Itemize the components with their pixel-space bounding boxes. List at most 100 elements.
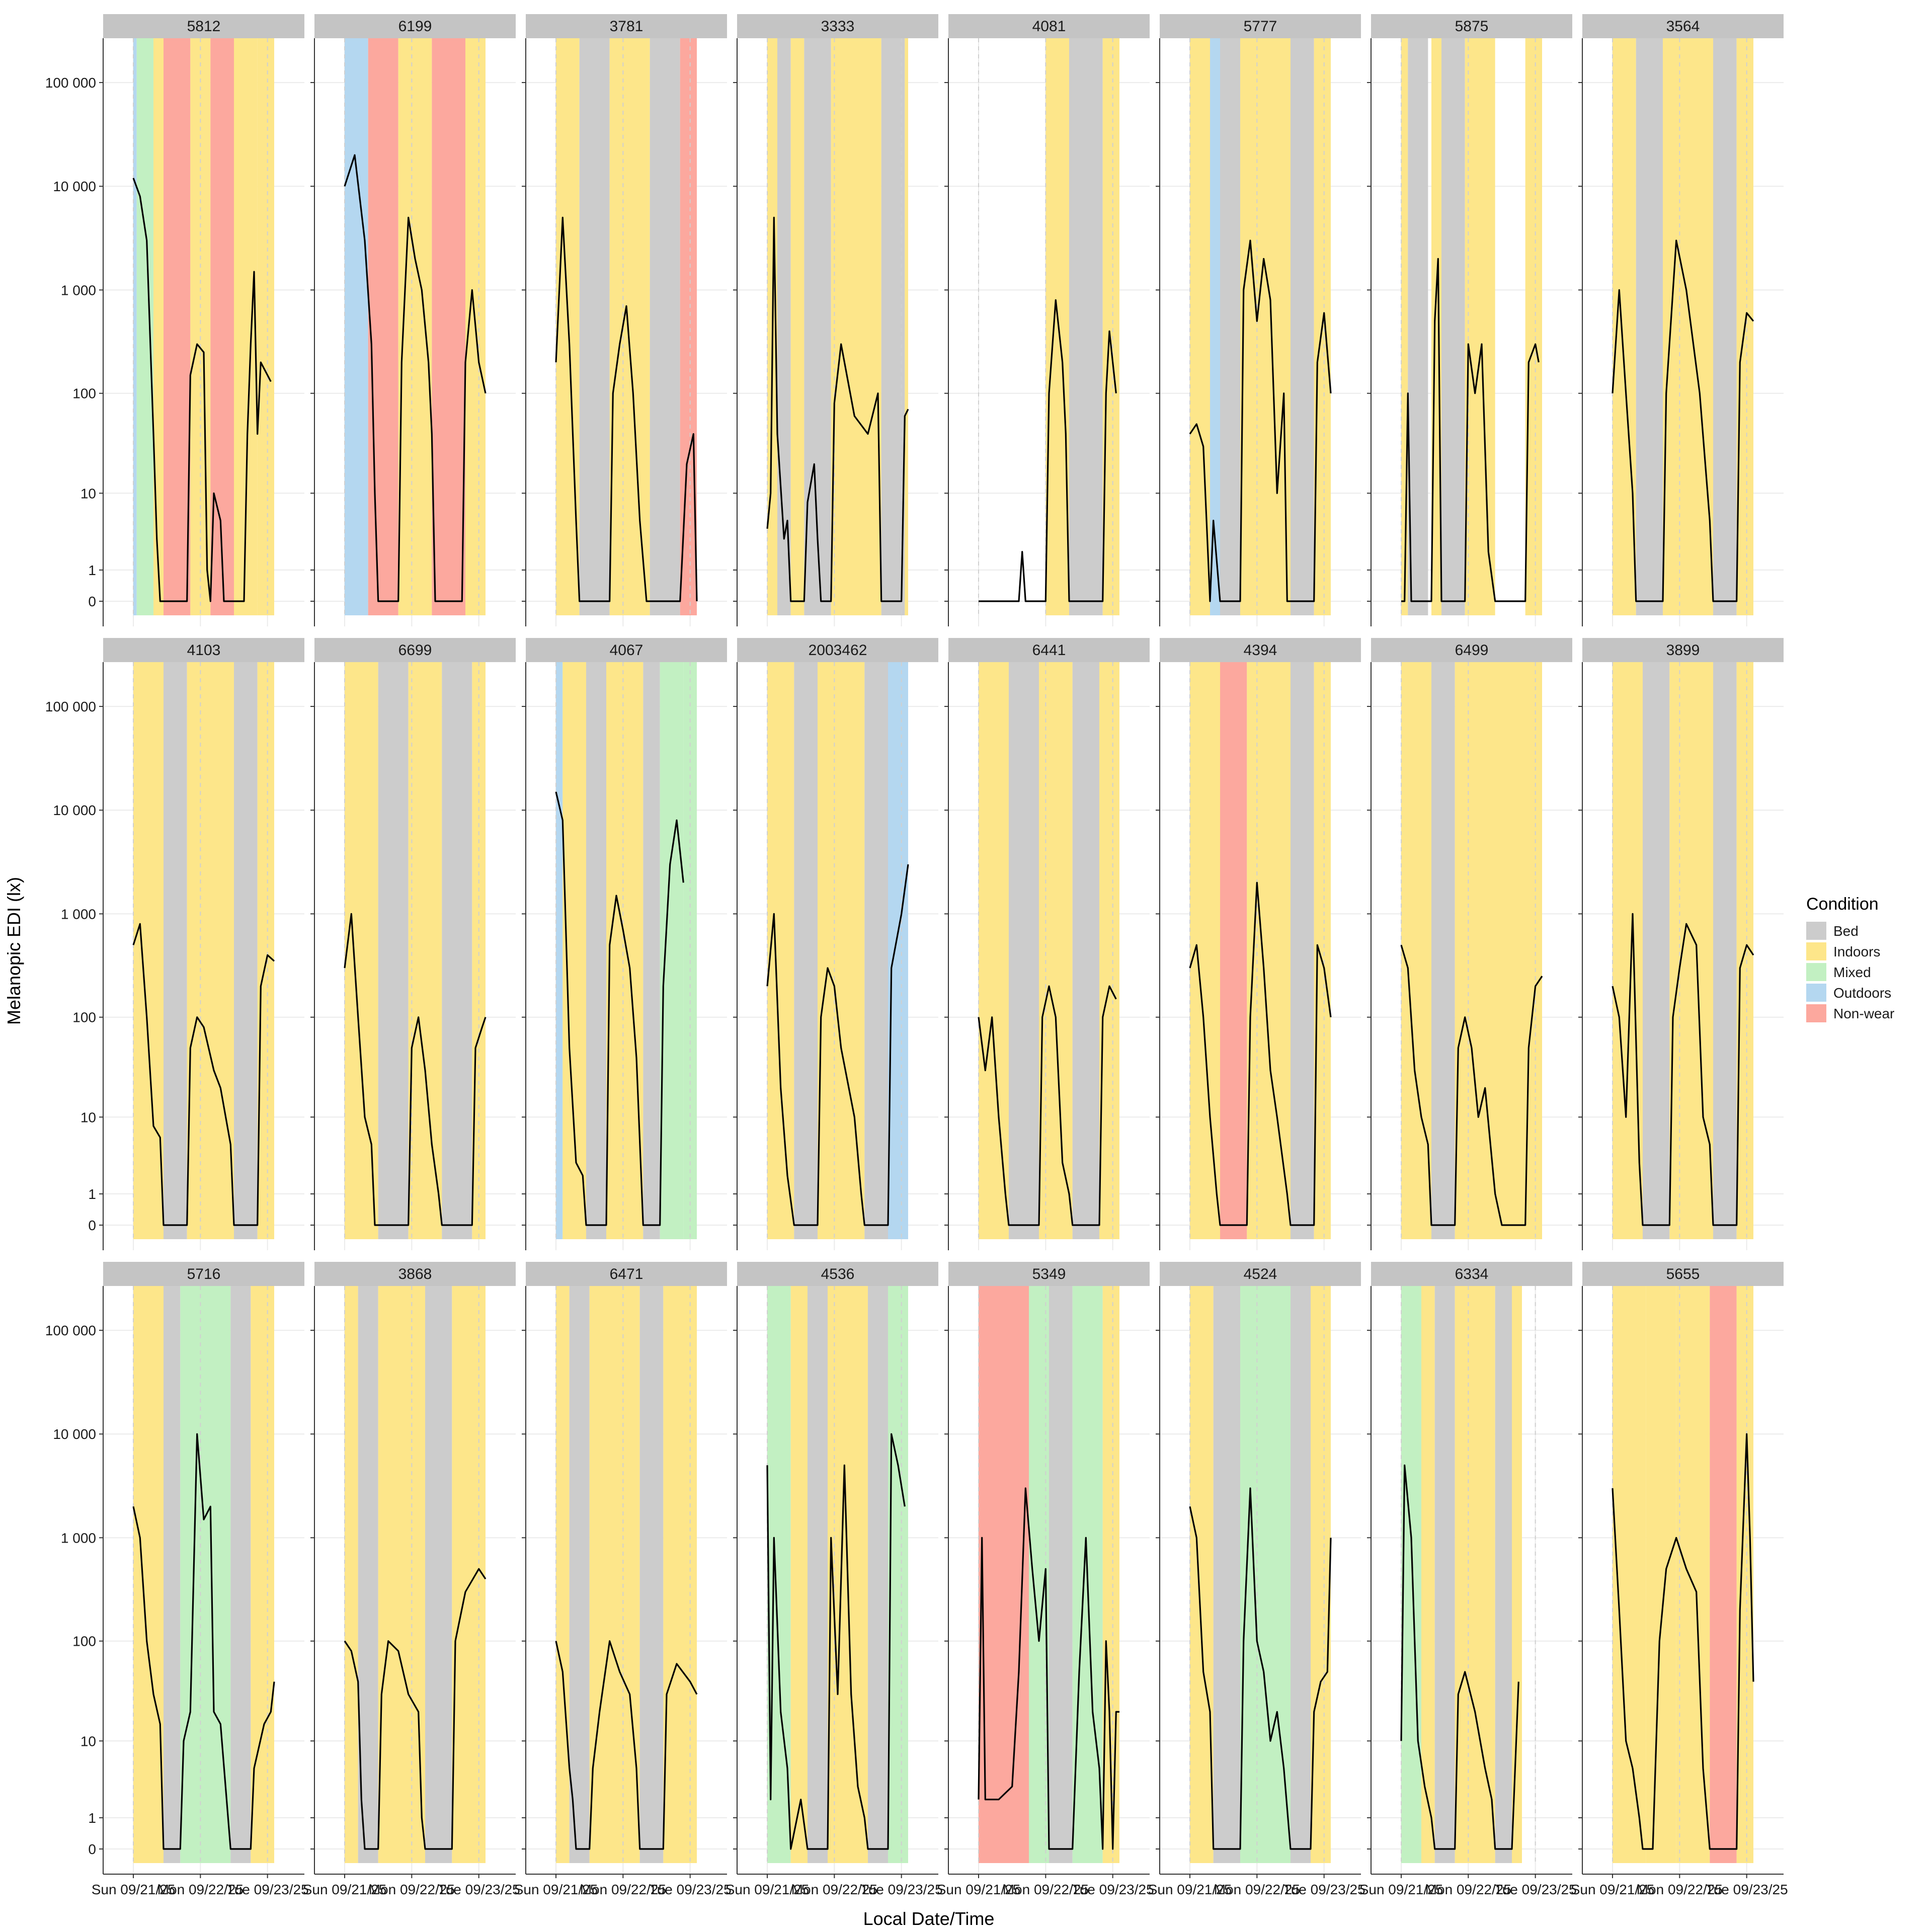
condition-band-bed (1495, 1286, 1512, 1863)
condition-band-outdoors (556, 662, 563, 1239)
condition-band-bed (1049, 1286, 1073, 1863)
condition-band-bed (1636, 38, 1663, 615)
facet-strip-label: 6699 (398, 642, 432, 659)
facet-strip-label: 2003462 (809, 642, 867, 659)
series-line (344, 154, 487, 602)
facet-strip (314, 14, 516, 38)
condition-band-bed (864, 662, 888, 1239)
condition-band-indoors (790, 38, 804, 615)
facet-strip (1582, 638, 1784, 662)
legend-key-outdoors (1806, 984, 1826, 1002)
facet-strip (737, 638, 938, 662)
facet-panel-4067: 4067 (522, 638, 727, 1250)
condition-band-mixed (136, 38, 153, 615)
condition-band-indoors (1045, 38, 1069, 615)
facet-strip-label: 5655 (1666, 1266, 1700, 1282)
condition-band-bed (586, 662, 606, 1239)
facet-strip-label: 5716 (187, 1266, 221, 1282)
facet-strip-label: 5812 (187, 18, 221, 35)
condition-band-mixed (660, 662, 684, 1239)
condition-band-non-wear (210, 38, 234, 615)
facet-strip (314, 638, 516, 662)
y-tick-label: 100 000 (45, 75, 96, 91)
condition-band-outdoors (1210, 38, 1220, 615)
facet-strip-label: 3899 (1666, 642, 1700, 659)
y-tick-label: 1 000 (61, 906, 96, 922)
condition-band-bed (1291, 662, 1314, 1239)
condition-band-indoors (257, 38, 274, 615)
y-tick-label: 100 000 (45, 699, 96, 714)
condition-band-mixed (683, 662, 697, 1239)
condition-band-indoors (187, 662, 234, 1239)
series-line (1401, 258, 1540, 602)
condition-band-bed (230, 1286, 251, 1863)
series-line (132, 923, 275, 1226)
series-line (1189, 1487, 1332, 1850)
y-tick-label: 100 000 (45, 1323, 96, 1338)
condition-band-indoors (1401, 662, 1431, 1239)
legend-label: Mixed (1833, 964, 1871, 980)
series-line (555, 791, 684, 1226)
series-line (1189, 881, 1332, 1226)
facet-strip-label: 3781 (610, 18, 643, 35)
facet-strip (737, 14, 938, 38)
x-tick-label: Sun 09/21/25 (303, 1882, 387, 1897)
facet-strip (737, 1262, 938, 1286)
series-line (1612, 1433, 1754, 1850)
condition-band-indoors (1311, 1286, 1331, 1863)
condition-band-indoors (979, 662, 1009, 1239)
condition-band-indoors (1525, 38, 1542, 615)
x-tick-label: Mon 09/22/25 (369, 1882, 455, 1897)
facet-strip (1160, 1262, 1361, 1286)
facet-strip (948, 14, 1150, 38)
x-axis-title: Local Date/Time (863, 1908, 995, 1929)
x-tick-label: Mon 09/22/25 (791, 1882, 877, 1897)
condition-band-non-wear (368, 38, 398, 615)
condition-band-indoors (609, 38, 650, 615)
condition-band-indoors (153, 38, 164, 615)
condition-band-indoors (452, 1286, 486, 1863)
series-line (766, 864, 909, 1226)
condition-band-bed (579, 38, 610, 615)
legend-label: Outdoors (1833, 985, 1891, 1001)
y-tick-label: 0 (88, 594, 96, 609)
condition-band-bed (1434, 1286, 1455, 1863)
condition-band-bed (1291, 38, 1314, 615)
condition-band-indoors (1431, 38, 1441, 615)
facet-panel-6199: 6199 (310, 14, 516, 626)
facet-panel-4081: 4081 (944, 14, 1150, 626)
facet-strip-label: 4081 (1032, 18, 1066, 35)
condition-band-bed (804, 38, 831, 615)
condition-band-indoors (1099, 662, 1119, 1239)
condition-band-indoors (1512, 1286, 1522, 1863)
facet-panel-3564: 3564 (1578, 14, 1784, 626)
x-tick-label: Mon 09/22/25 (1214, 1882, 1300, 1897)
y-axis-title: Melanopic EDI (lx) (4, 877, 24, 1025)
condition-band-bed (164, 662, 187, 1239)
legend-key-non-wear (1806, 1004, 1826, 1022)
condition-band-bed (808, 1286, 828, 1863)
series-line (132, 1433, 275, 1850)
condition-band-bed (358, 1286, 378, 1863)
facet-strip-label: 6499 (1455, 642, 1489, 659)
series-line (555, 216, 698, 602)
condition-band-mixed (1240, 1286, 1291, 1863)
legend-label: Bed (1833, 923, 1859, 939)
condition-band-bed (1441, 38, 1465, 615)
y-tick-label: 10 (80, 1109, 96, 1125)
facet-panel-6699: 6699 (310, 638, 516, 1250)
facet-strip-label: 5875 (1455, 18, 1489, 35)
legend-label: Indoors (1833, 944, 1880, 959)
y-tick-label: 100 (72, 1634, 96, 1649)
condition-band-bed (1072, 662, 1099, 1239)
facet-panel-6499: 6499 (1367, 638, 1572, 1250)
facet-panel-4394: 4394 (1156, 638, 1361, 1250)
facet-panel-5716: 5716 0 1 10 100 1 000 10 000 100 000 Sun 09/21/2… (45, 1262, 309, 1897)
facet-strip-label: 6471 (610, 1266, 643, 1282)
facet-panel-5812: 5812 0 1 10 100 1 000 10 000 100 000 (45, 14, 304, 626)
condition-band-indoors (1646, 1286, 1676, 1863)
